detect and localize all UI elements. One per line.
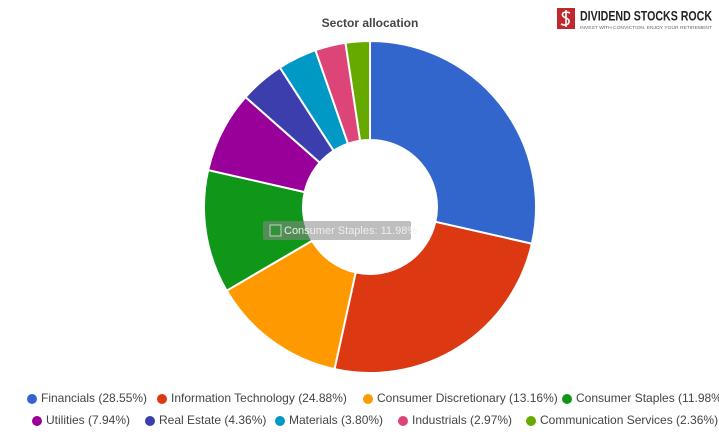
legend-marker [27,394,37,404]
legend-marker [32,416,42,426]
legend-label[interactable]: Consumer Staples (11.98%) [576,391,719,405]
tooltip-text: Consumer Staples: 11.98% [284,225,417,237]
legend-marker [275,416,285,426]
legend-label[interactable]: Communication Services (2.36%) [540,413,718,427]
legend-label[interactable]: Information Technology (24.88%) [171,391,347,405]
logo-tagline: INVEST WITH CONVICTION. ENJOY YOUR RETIR… [580,25,712,30]
tooltip: Consumer Staples: 11.98% [263,221,417,240]
legend-label[interactable]: Financials (28.55%) [41,391,147,405]
legend-label[interactable]: Industrials (2.97%) [412,413,512,427]
legend-label[interactable]: Real Estate (4.36%) [159,413,266,427]
legend-marker [157,394,167,404]
logo-name: DIVIDEND STOCKS ROCK [580,8,712,24]
legend-marker [363,394,373,404]
tooltip-box [263,221,411,240]
legend: Financials (28.55%) Information Technolog… [27,391,719,427]
slice[interactable] [344,39,371,142]
legend-marker [562,394,572,404]
slice[interactable] [369,39,537,245]
legend-marker [145,416,155,426]
tooltip-swatch [269,224,282,237]
donut [203,39,537,374]
logo-dollar [560,10,571,27]
logo: DIVIDEND STOCKS ROCK INVEST WITH CONVICT… [557,8,712,30]
legend-label[interactable]: Consumer Discretionary (13.16%) [377,391,558,405]
slice[interactable] [333,220,534,374]
chart-title: Sector allocation [322,16,419,30]
legend-label[interactable]: Materials (3.80%) [289,413,383,427]
legend-label[interactable]: Utilities (7.94%) [46,413,130,427]
legend-marker [398,416,408,426]
legend-marker [526,416,536,426]
